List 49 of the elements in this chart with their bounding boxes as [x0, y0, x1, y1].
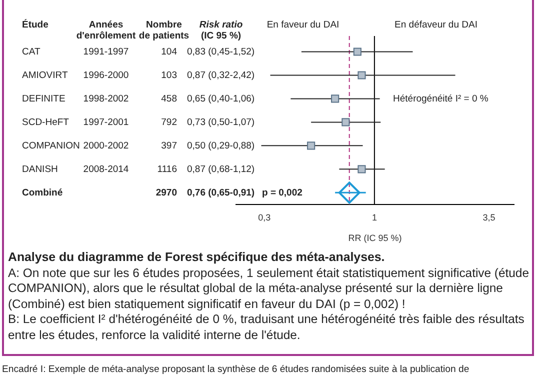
annotation: 0,87 (0,68-1,12)	[187, 164, 255, 175]
annotation: 0,73 (0,50-1,07)	[187, 116, 255, 128]
text: 2970	[156, 187, 177, 198]
text: B: Le coefficient I² d'hétérogénéité de 0 %, traduisant une hétérogénéité très faible des résultats entre les études, renforce la validité interne de l'étude.	[8, 312, 526, 343]
x-axis-title: RR (IC 95 %)	[348, 233, 402, 244]
x-tick-label: 3,5	[482, 212, 496, 222]
text: Combiné	[22, 187, 63, 198]
text: CAT	[22, 46, 40, 58]
text: 1991-1997	[83, 46, 129, 58]
text: 2008-2014	[83, 164, 129, 175]
x-tick-label: 0,3	[258, 212, 271, 222]
text: 1996-2000	[83, 70, 129, 81]
text: En défaveur du DAI	[394, 20, 478, 31]
text: 458	[161, 93, 177, 104]
annotation: Hétérogénéité I² = 0 %	[393, 93, 489, 104]
text: COMPANION	[22, 140, 80, 152]
text: 792	[161, 116, 177, 128]
text: 1997-2001	[83, 116, 129, 128]
point	[353, 48, 362, 56]
text: Étude	[22, 18, 48, 31]
text: 103	[161, 70, 177, 81]
text: En faveur du DAI	[266, 20, 340, 31]
point	[338, 182, 360, 204]
text: AMIOVIRT	[22, 70, 68, 81]
text: 1998-2002	[83, 93, 129, 104]
text: 2000-2002	[83, 140, 129, 152]
text: 397	[161, 140, 177, 152]
annotation: 0,83 (0,45-1,52)	[187, 46, 255, 58]
annotation: 0,87 (0,32-2,42)	[187, 70, 255, 81]
text: Encadré I: Exemple de méta-analyse proposant la synthèse de 6 études randomisées suite à la publication de	[2, 364, 470, 375]
annotation: 0,50 (0,29-0,88)	[187, 140, 255, 152]
annotation: Risk ratio (IC 95 %)	[199, 20, 243, 42]
text: 1116	[157, 164, 177, 175]
point	[342, 118, 350, 126]
text: SCD-HeFT	[22, 116, 70, 128]
text: DANISH	[22, 164, 58, 175]
x-tick-label: 1	[372, 212, 377, 222]
text: Nombre de patients	[138, 20, 190, 42]
annotation: 0,76 (0,65-0,91)	[187, 187, 255, 198]
annotation: 0,65 (0,40-1,06)	[187, 93, 255, 104]
text: A: On note que sur les 6 études proposées, 1 seulement était statistiquement significative (étude COMPANION), alors que le résultat global de la méta-analyse présenté sur la dernière ligne (Combiné) est bien statiquement significatif en faveur du DAI (p = 0,002) !	[8, 266, 530, 312]
point	[331, 94, 340, 103]
point	[358, 165, 366, 174]
point	[358, 71, 366, 80]
annotation: p = 0,002	[262, 187, 302, 198]
text: DEFINITE	[22, 93, 66, 104]
text: 104	[161, 46, 177, 58]
text: Années d'enrôlement	[76, 20, 136, 42]
text: Analyse du diagramme de Forest spécifique des méta-analyses.	[8, 250, 386, 266]
